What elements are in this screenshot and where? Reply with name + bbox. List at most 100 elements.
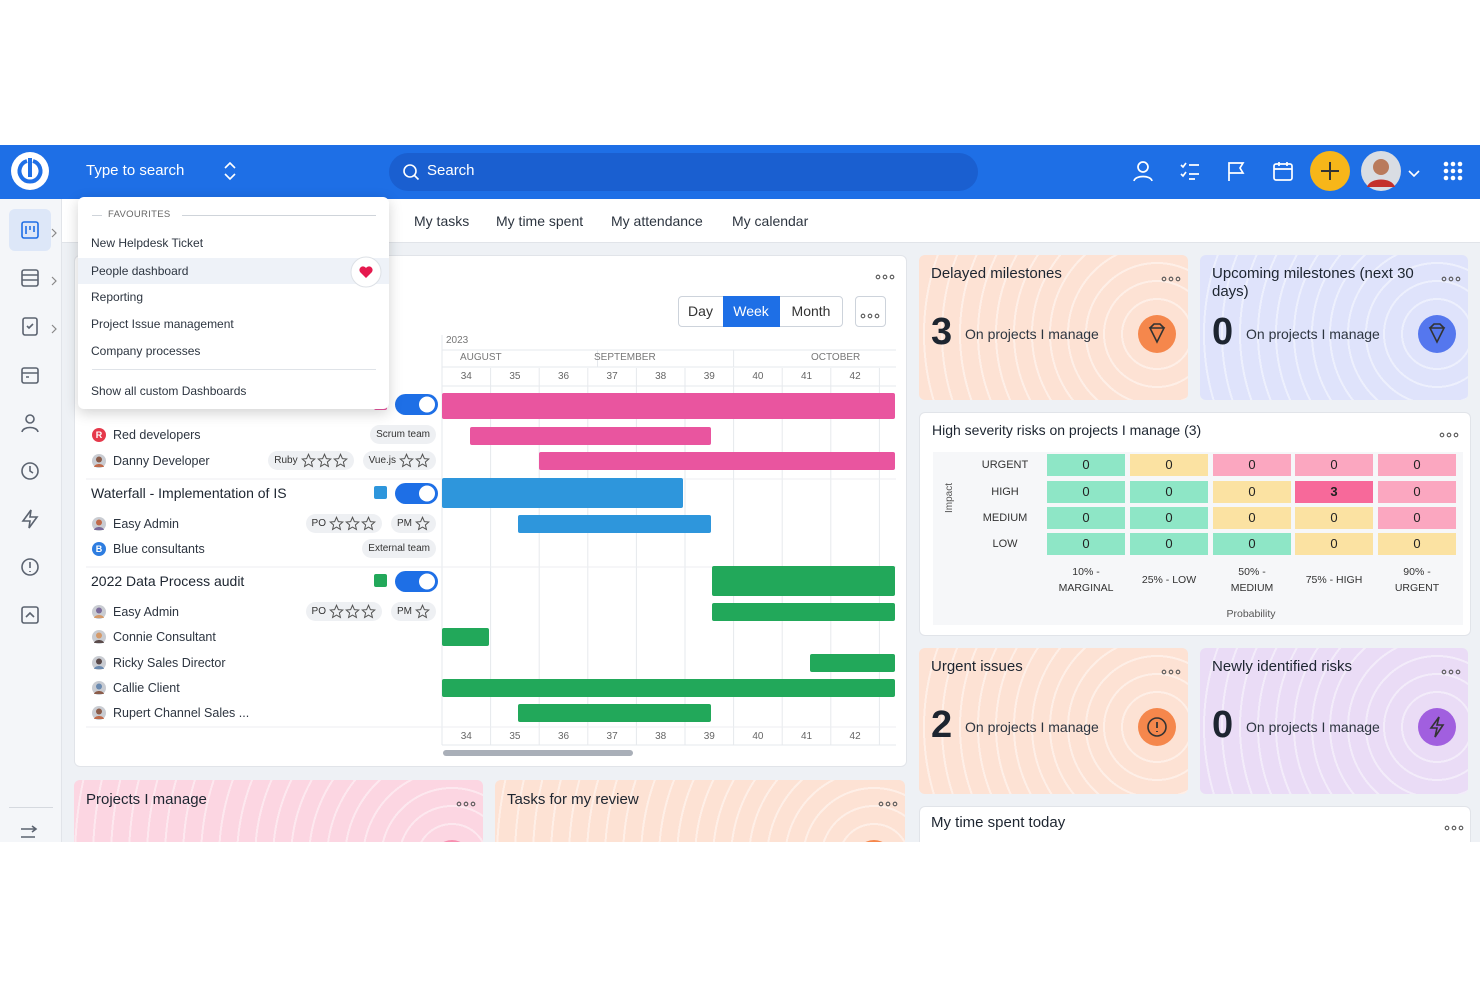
more-menu — [878, 795, 898, 807]
icon-part — [96, 456, 102, 463]
widget-card — [1200, 648, 1468, 794]
week-label: 40 — [752, 731, 764, 742]
risk-count[interactable]: 0 — [1330, 457, 1338, 472]
risk-cell — [1378, 507, 1456, 529]
month-label: AUGUST — [460, 352, 502, 363]
risk-count[interactable]: 0 — [1248, 484, 1256, 499]
tag-list: PO PM — [200, 514, 436, 534]
more-menu — [1441, 663, 1461, 675]
risk-count[interactable]: 0 — [1413, 536, 1421, 551]
project-name[interactable]: 2022 Data Process audit — [91, 573, 245, 589]
add-button — [1310, 151, 1350, 191]
risk-count[interactable]: 0 — [1082, 484, 1090, 499]
icon-part — [21, 221, 39, 239]
favourite-item[interactable]: Company processes — [91, 344, 201, 358]
member-name[interactable]: Easy Admin — [113, 605, 180, 619]
toggle — [395, 394, 438, 415]
icon-part — [885, 801, 891, 807]
member-name[interactable]: Easy Admin — [113, 517, 180, 531]
member-name[interactable]: Red developers — [113, 428, 201, 442]
risk-count[interactable]: 0 — [1413, 484, 1421, 499]
member-name[interactable]: Rupert Channel Sales ... — [113, 706, 250, 720]
risk-count[interactable]: 0 — [1248, 536, 1256, 551]
icon-part — [882, 274, 888, 280]
icon-part — [399, 453, 414, 468]
member-avatar — [92, 605, 106, 619]
icon-part — [1310, 151, 1350, 191]
icon-part — [51, 276, 57, 286]
search-label[interactable]: Search — [427, 162, 475, 179]
card-count: 0 — [1212, 311, 1234, 353]
card-title[interactable]: Newly identified risks — [1212, 658, 1353, 675]
risk-count[interactable]: 0 — [1165, 457, 1173, 472]
icon-part — [403, 164, 417, 178]
icon-part — [1448, 276, 1454, 282]
member-name[interactable]: Danny Developer — [113, 454, 210, 468]
show-all-link[interactable]: Show all custom Dashboards — [91, 384, 247, 398]
icon-part — [329, 604, 344, 619]
risk-cell — [1130, 507, 1208, 529]
menu-highlight — [78, 258, 389, 284]
card-title[interactable]: Urgent issues — [931, 658, 1023, 675]
icon-part — [403, 164, 420, 181]
card-title[interactable]: Tasks for my review — [507, 791, 639, 808]
tab[interactable]: My attendance — [611, 213, 703, 229]
icon-part — [51, 228, 57, 238]
star-rating — [329, 516, 376, 531]
risk-count[interactable]: 0 — [1330, 510, 1338, 525]
favourite-item[interactable]: Reporting — [91, 290, 144, 304]
risk-cell — [1130, 533, 1208, 555]
icon-part — [345, 604, 360, 619]
risk-title[interactable]: High severity risks on projects I manage… — [932, 422, 1202, 438]
risk-count[interactable]: 0 — [1413, 510, 1421, 525]
icon-part — [1367, 179, 1395, 187]
tab[interactable]: My time spent — [496, 213, 584, 229]
card-count: 0 — [1212, 704, 1234, 746]
member-name[interactable]: Blue consultants — [113, 542, 205, 556]
favourite-item[interactable]: Project Issue management — [91, 317, 234, 331]
icon-part — [1451, 825, 1457, 831]
icon-part — [361, 604, 376, 619]
risk-count[interactable]: 0 — [1082, 457, 1090, 472]
member-name[interactable]: Callie Client — [113, 681, 180, 695]
quick-search[interactable]: Type to search — [86, 162, 185, 179]
risk-count[interactable]: 0 — [1082, 536, 1090, 551]
risk-count[interactable]: 0 — [1165, 484, 1173, 499]
icon-part — [21, 825, 38, 838]
card-title[interactable]: Upcoming milestones (next 30 days) — [1212, 265, 1414, 300]
icon-part — [350, 256, 382, 288]
card-title[interactable]: Projects I manage — [86, 791, 207, 808]
risk-count[interactable]: 0 — [1248, 510, 1256, 525]
card-title[interactable]: My time spent today — [931, 814, 1066, 831]
probability-label: 10% - MARGINAL — [1058, 566, 1114, 594]
card-title[interactable]: Delayed milestones — [931, 265, 1062, 282]
sidebar-icon — [19, 460, 41, 482]
favourite-item[interactable]: New Helpdesk Ticket — [91, 236, 204, 250]
risk-count[interactable]: 0 — [1330, 536, 1338, 551]
search-bar[interactable] — [389, 153, 978, 191]
project-name[interactable]: Waterfall - Implementation of IS — [91, 485, 287, 501]
member-name[interactable]: Ricky Sales Director — [113, 656, 226, 670]
icon-part — [415, 453, 430, 468]
view-button[interactable]: Month — [791, 303, 831, 319]
risk-count[interactable]: 0 — [1165, 536, 1173, 551]
risk-count[interactable]: 0 — [1413, 457, 1421, 472]
member-name[interactable]: Connie Consultant — [113, 630, 216, 644]
more-button[interactable] — [855, 296, 886, 327]
risk-count[interactable]: 0 — [1165, 510, 1173, 525]
icon-part — [1361, 151, 1401, 191]
tag: PO — [305, 602, 382, 621]
view-button[interactable]: Week — [733, 303, 769, 319]
logo — [11, 152, 49, 190]
view-button[interactable]: Day — [688, 303, 713, 319]
favourite-item[interactable]: People dashboard — [91, 264, 189, 278]
icon-part — [96, 658, 102, 665]
risk-count[interactable]: 0 — [1248, 457, 1256, 472]
tab[interactable]: My tasks — [414, 213, 470, 229]
tab[interactable]: My calendar — [732, 213, 809, 229]
week-label: 36 — [557, 371, 570, 382]
widget-card — [74, 780, 483, 842]
card-icon — [1137, 314, 1177, 354]
risk-count[interactable]: 0 — [1082, 510, 1090, 525]
risk-count[interactable]: 3 — [1330, 484, 1338, 499]
